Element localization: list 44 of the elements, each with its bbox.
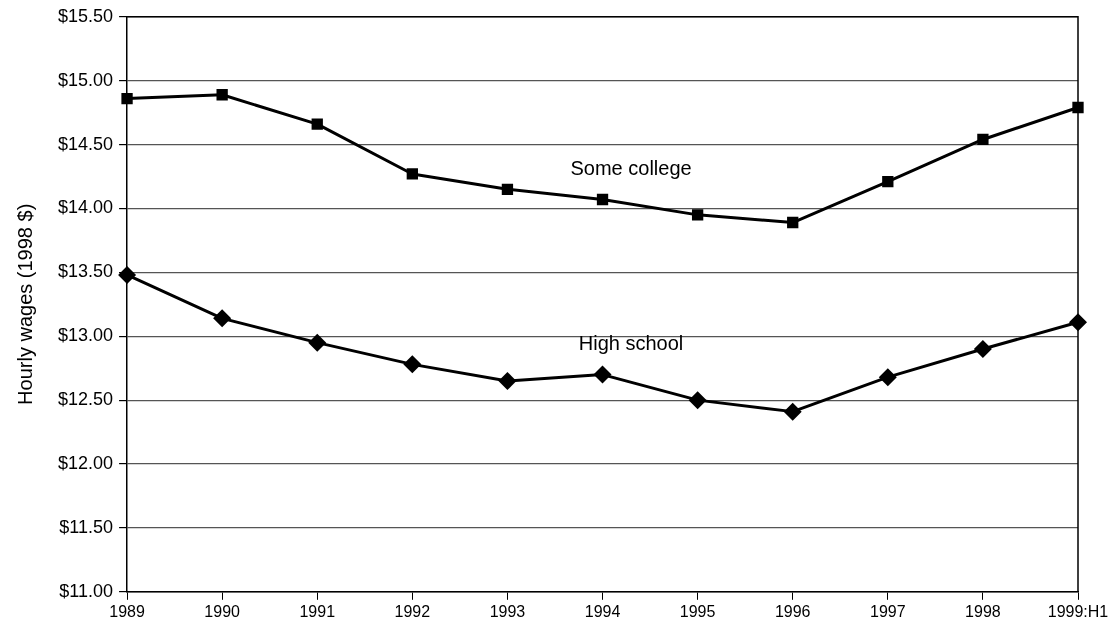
x-tick-label: 1992 [394,602,431,620]
x-tick-label: 1994 [584,602,621,620]
point [121,92,133,105]
point [688,391,707,410]
point [308,333,327,352]
x-tick-label: 1997 [870,602,906,620]
y-tick-label: $13.00 [57,325,114,346]
x-tick-label: 1991 [299,602,336,620]
point [691,209,704,221]
x-tick-label: 1998 [965,602,1001,620]
point [118,265,137,284]
series-label: Some college [570,157,692,180]
point [406,168,418,180]
x-tick-label: 1993 [489,602,526,620]
y-tick-label: $13.50 [57,261,114,282]
point [783,402,802,421]
point [977,133,989,146]
x-tick-label: 1996 [774,602,811,620]
point [882,175,894,188]
y-tick-label: $11.00 [59,580,114,601]
y-tick-label: $15.50 [57,5,114,26]
x-tick-label: 1990 [204,602,241,620]
point [498,371,517,390]
point [878,368,897,387]
y-tick-label: $15.00 [57,69,114,90]
y-tick-label: $12.00 [57,452,114,473]
x-tick-label: 1995 [679,602,716,620]
point [213,309,232,328]
point [787,216,799,229]
y-tick-label: $14.00 [57,197,114,218]
point [593,365,612,384]
x-tick-label: 1999:H1 [1047,602,1109,620]
point [973,340,992,359]
x-tick-label: 1989 [109,602,145,620]
y-tick-label: $14.50 [57,133,114,154]
point [501,183,514,195]
point [596,193,609,206]
point [403,355,422,374]
y-tick-label: $11.50 [59,516,114,537]
y-axis-title: Hourly wages (1998 $) [13,203,36,405]
y-tick-label: $12.50 [57,389,114,410]
point [216,89,228,101]
series-label: High school [578,332,684,355]
point [311,118,323,130]
